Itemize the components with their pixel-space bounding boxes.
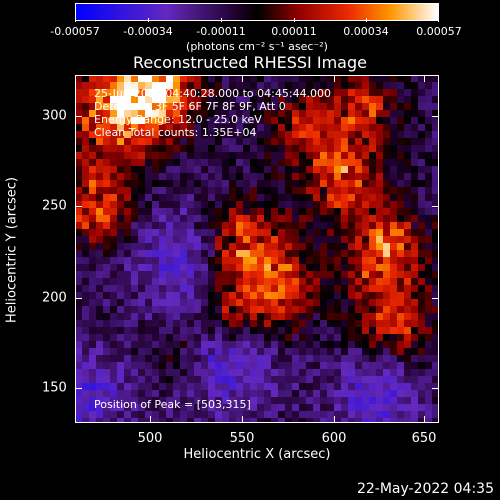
x-tick-label-550: 550 — [229, 431, 255, 446]
x-tick-bottom-2 — [242, 416, 243, 423]
x-tick-label-600: 600 — [321, 431, 347, 446]
x-tick-bottom-4 — [424, 416, 425, 423]
y-tick-label-300: 300 — [42, 108, 67, 124]
colorbar-tick-2 — [148, 18, 149, 22]
y-tick-right-4 — [432, 116, 439, 117]
x-tick-top-1 — [150, 75, 151, 82]
colorbar-label-4: 0.00011 — [271, 25, 317, 38]
colorbar-units: (photons cm⁻² s⁻¹ asec⁻²) — [186, 40, 328, 53]
colorbar — [75, 3, 439, 21]
y-tick-right-2 — [432, 298, 439, 299]
colorbar-label-5: 0.00034 — [343, 25, 389, 38]
clean-counts-text: Clean Total counts: 1.35E+04 — [94, 126, 257, 139]
time-range-text: 25-Jun-2015 04:40:28.000 to 04:45:44.000 — [94, 87, 332, 100]
y-tick-label-150: 150 — [42, 380, 67, 396]
y-tick-label-200: 200 — [42, 290, 67, 306]
colorbar-label-2: -0.00034 — [123, 25, 173, 38]
peak-position-text: Position of Peak = [503,315] — [94, 398, 251, 411]
x-tick-label-650: 650 — [411, 431, 437, 446]
colorbar-label-3: -0.00011 — [196, 25, 246, 38]
x-tick-bottom-1 — [150, 416, 151, 423]
y-axis-label: Heliocentric Y (arcsec) — [4, 177, 20, 323]
colorbar-label-1: -0.00057 — [50, 25, 100, 38]
x-tick-top-3 — [334, 75, 335, 82]
y-tick-right-3 — [432, 206, 439, 207]
x-tick-top-4 — [424, 75, 425, 82]
y-tick-left-1 — [75, 388, 82, 389]
colorbar-tick-1 — [75, 18, 76, 22]
colorbar-tick-4 — [294, 18, 295, 22]
x-tick-bottom-3 — [334, 416, 335, 423]
solar-image — [75, 75, 439, 423]
x-tick-label-500: 500 — [137, 431, 163, 446]
colorbar-tick-3 — [221, 18, 222, 22]
y-tick-left-4 — [75, 116, 82, 117]
plot-date: 22-May-2022 04:35 — [356, 481, 494, 497]
colorbar-label-6: 0.00057 — [416, 25, 462, 38]
y-tick-label-250: 250 — [42, 198, 67, 214]
image-title: Reconstructed RHESSI Image — [133, 53, 367, 72]
y-tick-right-1 — [432, 388, 439, 389]
x-axis-label: Heliocentric X (arcsec) — [183, 447, 331, 462]
energy-range-text: Energy Range: 12.0 - 25.0 keV — [94, 113, 262, 126]
y-tick-left-2 — [75, 298, 82, 299]
x-tick-top-2 — [242, 75, 243, 82]
colorbar-tick-5 — [366, 18, 367, 22]
detectors-text: Detectors: 3F 5F 6F 7F 8F 9F, Att 0 — [94, 100, 286, 113]
y-tick-left-3 — [75, 206, 82, 207]
colorbar-tick-6 — [438, 18, 439, 22]
